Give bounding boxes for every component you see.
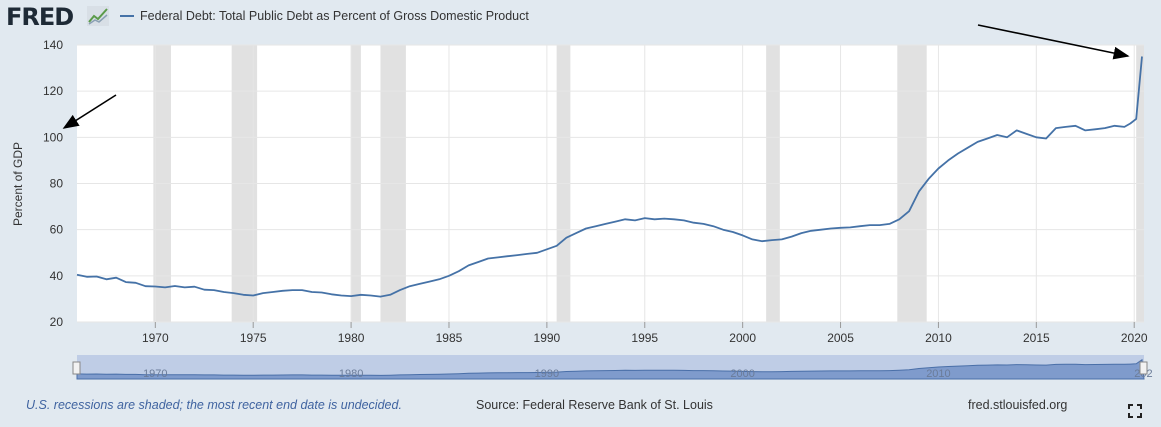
series-line xyxy=(76,56,1143,298)
y-tick-label: 120 xyxy=(43,84,63,98)
grid-lines xyxy=(77,44,1144,323)
x-tick-label: 1980 xyxy=(338,331,365,345)
recession-note: U.S. recessions are shaded; the most rec… xyxy=(26,398,402,412)
navigator-area xyxy=(76,358,1145,380)
x-tick-label: 1985 xyxy=(436,331,463,345)
y-tick-label: 60 xyxy=(50,223,64,237)
navigator-handle-left[interactable] xyxy=(72,361,81,375)
x-tick-label: 2005 xyxy=(827,331,854,345)
x-tick-label: 2000 xyxy=(729,331,756,345)
y-tick-label: 20 xyxy=(50,315,64,329)
navigator-tick-label: 1980 xyxy=(339,368,363,380)
navigator-handle-right[interactable] xyxy=(1139,361,1148,375)
y-tick-label: 140 xyxy=(43,38,63,52)
y-axis: 20 40 60 80 100 120 140 xyxy=(43,38,63,329)
annotation-arrow-right xyxy=(977,24,1130,60)
legend-label: Federal Debt: Total Public Debt as Perce… xyxy=(140,9,529,23)
x-tick-label: 2010 xyxy=(925,331,952,345)
site-link[interactable]: fred.stlouisfed.org xyxy=(968,398,1068,412)
x-tick-label: 2015 xyxy=(1023,331,1050,345)
range-navigator[interactable]: 19701980199020002010202 xyxy=(72,355,1153,380)
y-axis-label: Percent of GDP xyxy=(11,142,25,226)
legend-swatch xyxy=(120,15,134,17)
chart-legend[interactable]: Federal Debt: Total Public Debt as Perce… xyxy=(120,9,529,23)
y-tick-label: 80 xyxy=(50,177,64,191)
x-tick-label: 2020 xyxy=(1121,331,1148,345)
x-tick-label: 1970 xyxy=(142,331,169,345)
fred-logo-chart-icon xyxy=(87,6,109,26)
x-axis: 1970 1975 1980 1985 1990 1995 2000 2005 2010 2015… xyxy=(142,322,1148,345)
header: FRED Federal Debt: Total Public Debt as … xyxy=(0,0,1161,36)
navigator-tick-label: 1990 xyxy=(535,368,559,380)
navigator-tick-label: 2010 xyxy=(926,368,950,380)
x-tick-label: 1990 xyxy=(534,331,561,345)
x-tick-label: 1995 xyxy=(631,331,658,345)
fred-logo[interactable]: FRED xyxy=(6,3,74,31)
annotation-arrow-left xyxy=(62,94,117,129)
y-tick-label: 100 xyxy=(43,130,63,144)
x-tick-label: 1975 xyxy=(240,331,267,345)
fullscreen-icon[interactable] xyxy=(1128,404,1142,418)
navigator-tick-label: 2000 xyxy=(730,368,754,380)
navigator-tick-label: 1970 xyxy=(143,368,167,380)
series-layer xyxy=(76,56,1143,298)
y-tick-label: 40 xyxy=(50,269,64,283)
source-text: Source: Federal Reserve Bank of St. Loui… xyxy=(476,398,713,412)
